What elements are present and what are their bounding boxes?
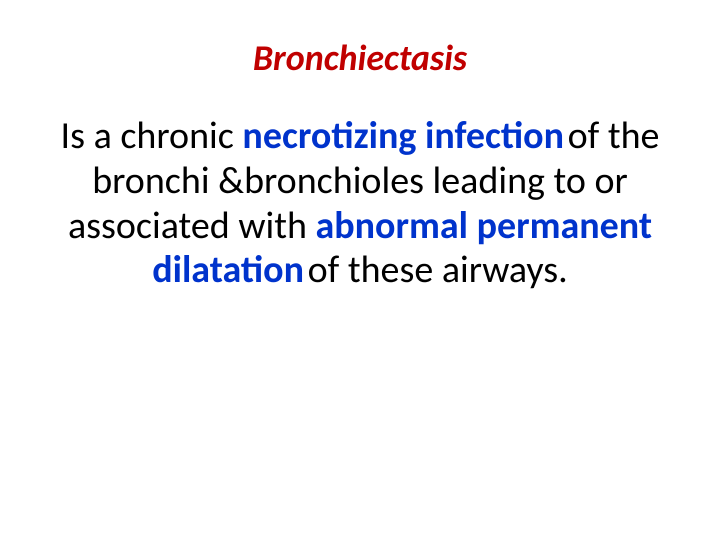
definition-seg-0: Is a chronic: [61, 113, 243, 159]
slide-title: Bronchiectasis: [40, 36, 680, 80]
definition-paragraph: Is a chronic necrotizing infection of th…: [40, 114, 680, 293]
definition-seg-4: of these airways.: [308, 247, 568, 293]
definition-seg-1: necrotizing infection: [242, 113, 564, 159]
slide-container: Bronchiectasis Is a chronic necrotizing …: [0, 0, 720, 540]
